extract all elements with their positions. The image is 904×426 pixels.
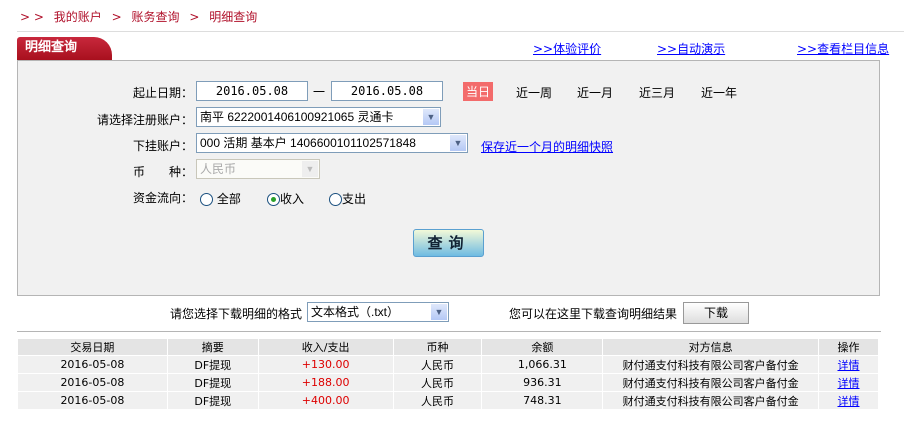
header-date: 交易日期 xyxy=(18,339,167,355)
breadcrumb-prefix: > > xyxy=(20,10,44,24)
download-format-select[interactable]: 文本格式（.txt） ▼ xyxy=(307,302,449,322)
flow-label: 资金流向： xyxy=(133,191,194,205)
cell-summary: DF提现 xyxy=(167,356,258,373)
radio-all-label: 全部 xyxy=(216,192,241,206)
cell-currency: 人民币 xyxy=(393,374,482,391)
sub-account-select[interactable]: 000 活期 基本户 1406600101102571848 ▼ xyxy=(196,133,468,153)
download-hint: 您可以在这里下载查询明细结果 xyxy=(509,307,678,321)
currency-select[interactable]: 人民币 ▼ xyxy=(196,159,320,179)
cell-balance: 748.31 xyxy=(482,392,603,409)
table-row: 2016-05-08 DF提现 +188.00 人民币 936.31 财付通支付… xyxy=(18,374,878,391)
account-label: 请选择注册账户： xyxy=(96,113,193,127)
cell-date: 2016-05-08 xyxy=(18,392,167,409)
cell-action: 详情 xyxy=(819,356,878,373)
range-today[interactable]: 当日 xyxy=(463,82,494,101)
radio-all[interactable]: 全部 xyxy=(200,190,241,207)
cell-amount: +400.00 xyxy=(258,392,393,409)
header-amount: 收入/支出 xyxy=(258,339,393,355)
cell-date: 2016-05-08 xyxy=(18,356,167,373)
divider xyxy=(17,331,881,332)
chevron-down-icon: ▼ xyxy=(431,304,447,320)
breadcrumb-account-query[interactable]: 账务查询 xyxy=(131,10,180,24)
cell-counterparty: 财付通支付科技有限公司客户备付金 xyxy=(603,374,818,391)
account-value: 南平 6222001406100921065 灵通卡 xyxy=(200,110,394,124)
table-header: 交易日期 摘要 收入/支出 币种 余额 对方信息 操作 xyxy=(18,339,878,355)
cell-action: 详情 xyxy=(819,374,878,391)
range-three-months[interactable]: 近三月 xyxy=(639,86,676,100)
cell-currency: 人民币 xyxy=(393,392,482,409)
cell-amount: +188.00 xyxy=(258,374,393,391)
date-dash: 一 xyxy=(313,85,326,99)
radio-expense[interactable]: 支出 xyxy=(329,190,366,207)
details-link[interactable]: 详情 xyxy=(837,358,860,372)
feedback-link[interactable]: >>体验评价 xyxy=(533,42,602,56)
cell-date: 2016-05-08 xyxy=(18,374,167,391)
sub-account-value: 000 活期 基本户 1406600101102571848 xyxy=(200,136,416,150)
date-label: 起止日期： xyxy=(132,86,193,100)
start-date-input[interactable]: 2016.05.08 xyxy=(196,81,308,101)
range-week[interactable]: 近一周 xyxy=(516,86,553,100)
table-row: 2016-05-08 DF提现 +130.00 人民币 1,066.31 财付通… xyxy=(18,356,878,373)
detail-table: 交易日期 摘要 收入/支出 币种 余额 对方信息 操作 2016-05-08 D… xyxy=(17,338,879,410)
query-button[interactable]: 查询 xyxy=(413,229,484,257)
radio-expense-label: 支出 xyxy=(342,192,367,206)
auto-demo-link[interactable]: >>自动演示 xyxy=(657,42,726,56)
cell-counterparty: 财付通支付科技有限公司客户备付金 xyxy=(603,392,818,409)
sub-account-label: 下挂账户： xyxy=(132,139,193,153)
chevron-down-icon: ▼ xyxy=(302,161,318,177)
chevron-down-icon: ▼ xyxy=(450,135,466,151)
download-button[interactable]: 下载 xyxy=(683,302,749,324)
radio-income-label: 收入 xyxy=(280,192,305,206)
breadcrumb-my-account[interactable]: 我的账户 xyxy=(53,10,102,24)
cell-amount: +130.00 xyxy=(258,356,393,373)
cell-summary: DF提现 xyxy=(167,374,258,391)
table-row: 2016-05-08 DF提现 +400.00 人民币 748.31 财付通支付… xyxy=(18,392,878,409)
radio-icon xyxy=(200,193,213,206)
breadcrumb: > > 我的账户 > 账务查询 > 明细查询 xyxy=(20,8,263,25)
currency-value: 人民币 xyxy=(200,162,237,176)
cell-balance: 1,066.31 xyxy=(482,356,603,373)
account-select[interactable]: 南平 6222001406100921065 灵通卡 ▼ xyxy=(196,107,441,127)
currency-label: 币 种： xyxy=(133,165,194,179)
details-link[interactable]: 详情 xyxy=(837,394,860,408)
column-info-link[interactable]: >>查看栏目信息 xyxy=(797,42,890,56)
radio-icon xyxy=(329,193,342,206)
breadcrumb-separator: > xyxy=(189,10,200,24)
range-year[interactable]: 近一年 xyxy=(701,86,738,100)
divider xyxy=(17,31,904,32)
breadcrumb-detail-query: 明细查询 xyxy=(209,10,258,24)
cell-summary: DF提现 xyxy=(167,392,258,409)
radio-checked-icon xyxy=(267,193,280,206)
tab-detail-query[interactable]: 明细查询 xyxy=(17,37,112,60)
save-snapshot-link[interactable]: 保存近一个月的明细快照 xyxy=(481,140,614,154)
radio-income[interactable]: 收入 xyxy=(267,190,304,207)
end-date-input[interactable]: 2016.05.08 xyxy=(331,81,443,101)
chevron-down-icon: ▼ xyxy=(423,109,439,125)
header-action: 操作 xyxy=(819,339,878,355)
download-format-label: 请您选择下载明细的格式 xyxy=(170,307,303,321)
header-balance: 余额 xyxy=(482,339,603,355)
header-counterparty: 对方信息 xyxy=(603,339,818,355)
cell-currency: 人民币 xyxy=(393,356,482,373)
range-month[interactable]: 近一月 xyxy=(577,86,614,100)
cell-action: 详情 xyxy=(819,392,878,409)
breadcrumb-separator: > xyxy=(111,10,122,24)
header-summary: 摘要 xyxy=(167,339,258,355)
header-currency: 币种 xyxy=(393,339,482,355)
cell-balance: 936.31 xyxy=(482,374,603,391)
details-link[interactable]: 详情 xyxy=(837,376,860,390)
download-format-value: 文本格式（.txt） xyxy=(311,305,400,319)
cell-counterparty: 财付通支付科技有限公司客户备付金 xyxy=(603,356,818,373)
